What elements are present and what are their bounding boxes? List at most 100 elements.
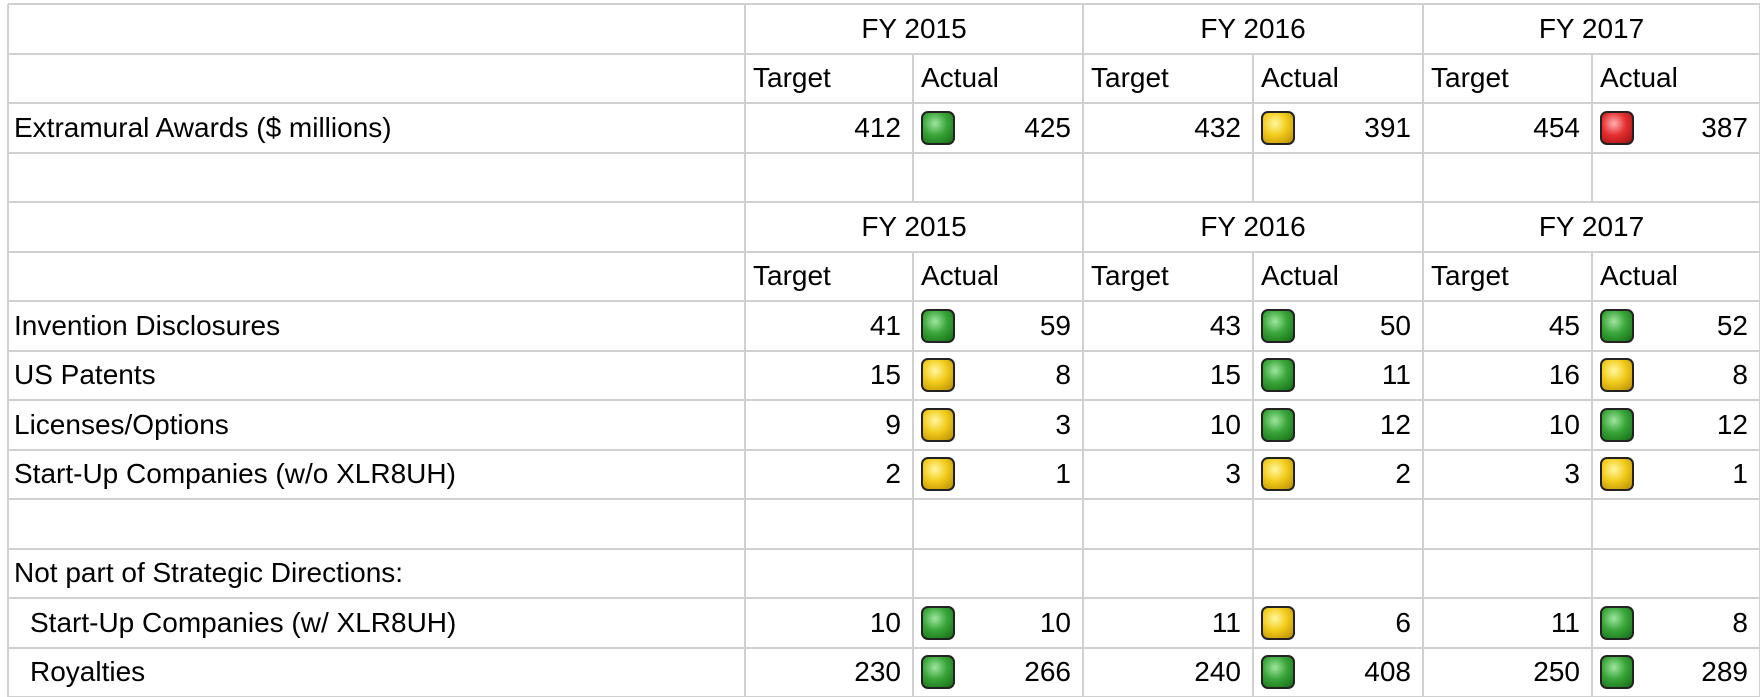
actual-value: 289 xyxy=(1701,656,1748,688)
grid-line xyxy=(7,400,9,450)
grid-line xyxy=(1082,548,1084,598)
target-value: 9 xyxy=(885,408,901,440)
actual-header: Actual xyxy=(1600,260,1678,292)
grid-line xyxy=(744,4,746,54)
actual-header: Actual xyxy=(921,62,999,94)
grid-line xyxy=(1252,53,1254,103)
grid-line xyxy=(1082,53,1084,103)
target-value: 412 xyxy=(854,111,901,143)
grid-line xyxy=(1082,4,1084,54)
target-header: Target xyxy=(1091,62,1169,94)
target-value: 16 xyxy=(1548,359,1580,391)
target-header: Target xyxy=(753,62,831,94)
actual-value: 12 xyxy=(1716,408,1748,440)
grid-line xyxy=(7,499,9,549)
actual-value: 8 xyxy=(1732,606,1748,638)
grid-line xyxy=(912,350,914,400)
grid-line xyxy=(744,449,746,499)
grid-line xyxy=(1591,301,1593,351)
actual-value: 11 xyxy=(1381,359,1411,391)
grid-line xyxy=(744,53,746,103)
grid-line xyxy=(1591,350,1593,400)
grid-line xyxy=(1422,647,1424,697)
grid-line xyxy=(744,251,746,301)
grid-line xyxy=(912,598,914,648)
grid-line xyxy=(7,103,9,153)
grid-line xyxy=(1422,350,1424,400)
target-value: 11 xyxy=(1211,606,1241,638)
grid-line xyxy=(1252,251,1254,301)
grid-line xyxy=(1422,4,1424,54)
grid-line xyxy=(1591,598,1593,648)
target-value: 3 xyxy=(1225,458,1241,490)
grid-line xyxy=(1082,400,1084,450)
grid-line xyxy=(1591,499,1593,549)
grid-line xyxy=(7,301,9,351)
status-light xyxy=(1600,457,1634,492)
status-light xyxy=(1261,308,1295,343)
target-value: 10 xyxy=(869,606,901,638)
grid-line xyxy=(8,201,1760,203)
row-label: Royalties xyxy=(30,656,146,688)
grid-line xyxy=(1422,103,1424,153)
grid-line xyxy=(7,350,9,400)
grid-line xyxy=(7,598,9,648)
grid-line xyxy=(1422,152,1424,202)
grid-line xyxy=(8,547,1760,550)
target-value: 432 xyxy=(1194,111,1241,143)
actual-value: 50 xyxy=(1379,309,1411,341)
grid-line xyxy=(744,103,746,153)
grid-line xyxy=(1252,499,1254,549)
grid-line xyxy=(912,152,914,202)
grid-line xyxy=(1422,598,1424,648)
grid-line xyxy=(1422,449,1424,499)
status-light xyxy=(1261,655,1295,690)
grid-line xyxy=(744,350,746,400)
target-header: Target xyxy=(753,260,831,292)
grid-line xyxy=(1082,103,1084,153)
grid-line xyxy=(912,103,914,153)
year-header: FY 2016 xyxy=(1200,210,1306,242)
grid-line xyxy=(8,349,1760,352)
actual-header: Actual xyxy=(1600,62,1678,94)
grid-line xyxy=(1082,350,1084,400)
actual-value: 3 xyxy=(1055,408,1071,440)
grid-line xyxy=(1082,202,1084,252)
actual-value: 425 xyxy=(1024,111,1071,143)
grid-line xyxy=(8,102,1760,104)
grid-line xyxy=(744,548,746,598)
target-value: 43 xyxy=(1209,309,1241,341)
grid-line xyxy=(7,53,9,103)
grid-line xyxy=(1252,103,1254,153)
grid-line xyxy=(1422,499,1424,549)
target-value: 2 xyxy=(885,458,901,490)
actual-value: 59 xyxy=(1039,309,1071,341)
grid-line xyxy=(1591,449,1593,499)
note-label: Not part of Strategic Directions: xyxy=(14,557,404,589)
grid-line xyxy=(744,598,746,648)
actual-value: 52 xyxy=(1716,309,1748,341)
actual-value: 408 xyxy=(1364,656,1411,688)
target-value: 454 xyxy=(1533,111,1580,143)
status-light xyxy=(1600,110,1634,145)
target-value: 11 xyxy=(1550,606,1580,638)
grid-line xyxy=(744,400,746,450)
row-label: Invention Disclosures xyxy=(14,309,281,341)
target-value: 240 xyxy=(1194,656,1241,688)
actual-value: 10 xyxy=(1039,606,1071,638)
year-header: FY 2017 xyxy=(1538,210,1645,242)
grid-line xyxy=(744,499,746,549)
grid-line xyxy=(1591,400,1593,450)
grid-line xyxy=(744,202,746,252)
grid-line xyxy=(8,151,1760,154)
grid-line xyxy=(1422,251,1424,301)
target-header: Target xyxy=(1431,62,1509,94)
grid-line xyxy=(8,646,1760,649)
year-header: FY 2016 xyxy=(1200,12,1306,44)
status-light xyxy=(1261,457,1295,492)
grid-line xyxy=(912,548,914,598)
grid-line xyxy=(1591,251,1593,301)
grid-line xyxy=(912,251,914,301)
grid-line xyxy=(1082,449,1084,499)
